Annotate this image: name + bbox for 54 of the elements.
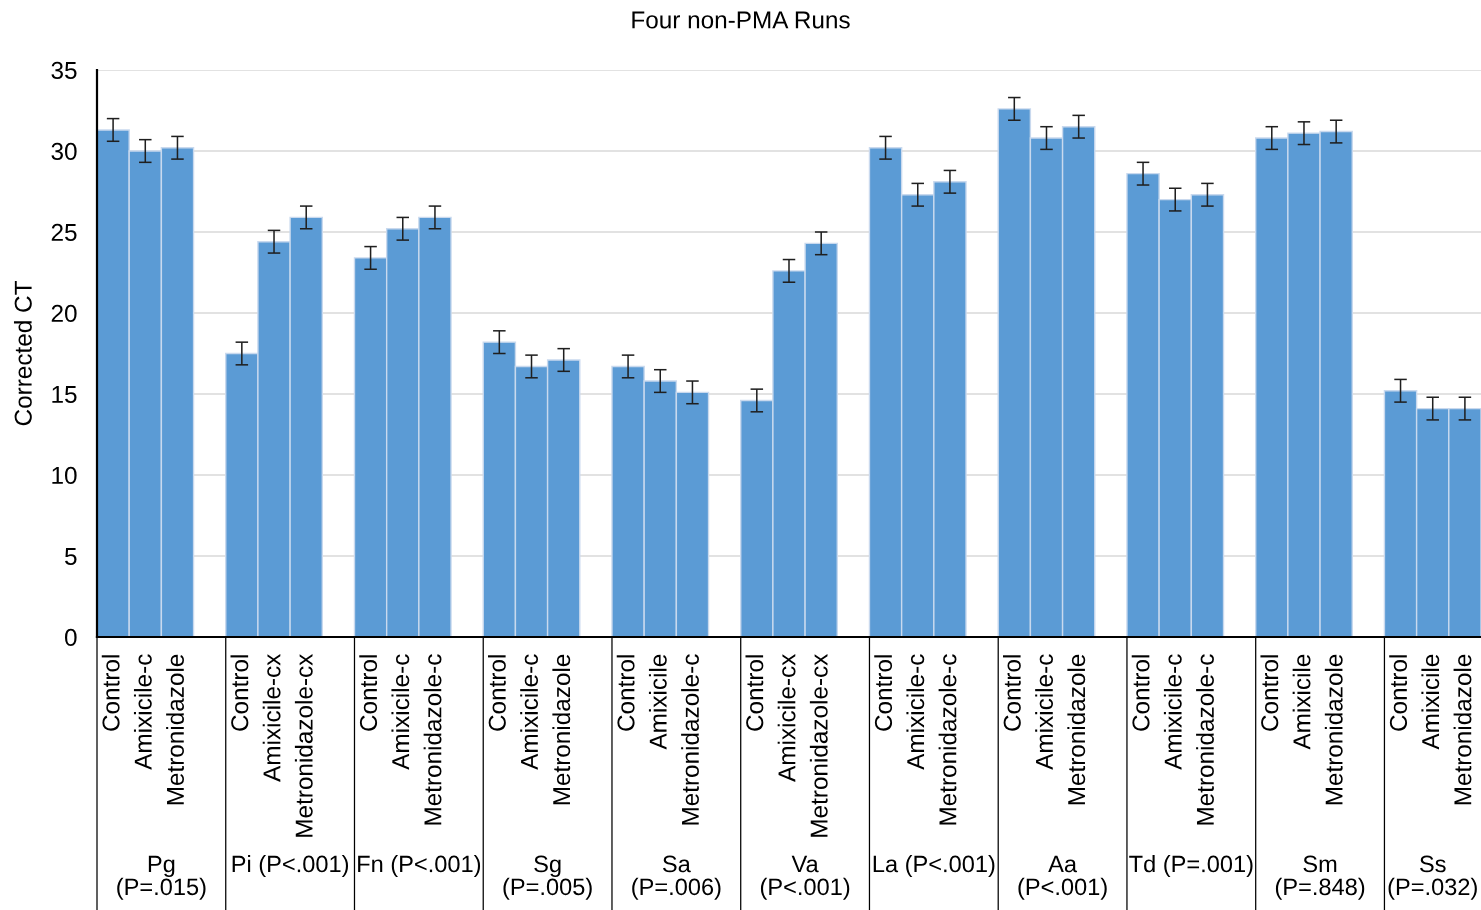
text: Sa (P=.006) [632, 855, 721, 900]
x-tick-label: Amixicile [1292, 654, 1311, 750]
x-tick-label: Metronidazole-cx [294, 653, 313, 837]
x-tick-label: Amixicile-c [1163, 654, 1182, 770]
x-tick-label: Amixicile-c [1035, 654, 1054, 770]
y-tick-label: 35 [51, 61, 77, 80]
x-tick-label: Control [1389, 655, 1408, 731]
text: Pg (P=.015) [117, 855, 206, 900]
y-tick-label: 5 [65, 548, 77, 566]
y-tick-label: 25 [51, 223, 77, 242]
y-tick-label: 0 [64, 628, 77, 647]
x-tick-label: Metronidazole-cx [809, 653, 828, 837]
x-tick-label: Control [359, 655, 378, 731]
y-tick-label: 20 [51, 304, 77, 323]
y-tick-label: 10 [52, 466, 77, 485]
x-tick-label: Metronidazole-c [681, 654, 699, 825]
x-tick-label: Metronidazole [552, 654, 571, 805]
chart-title: Four non-PMA Runs [632, 11, 850, 29]
text: Td (P=.001) [1129, 855, 1253, 877]
x-tick-label: Amixicile-cx [262, 653, 281, 782]
x-tick-label: Metronidazole [166, 654, 184, 805]
x-tick-label: Control [874, 655, 893, 731]
x-tick-label: Amixicile-c [906, 654, 925, 770]
x-tick-label: Control [101, 655, 120, 731]
text: Va (P<.001) [760, 855, 850, 900]
x-tick-label: Amixicile-c [520, 654, 539, 770]
x-tick-label: Metronidazole-c [1196, 654, 1214, 825]
x-tick-label: Control [1002, 655, 1021, 731]
text: Fn (P<.001) [358, 855, 481, 877]
y-axis-title: Corrected CT [13, 281, 32, 426]
x-tick-label: Control [1260, 655, 1279, 731]
x-tick-label: Amixicile-cx [777, 653, 796, 782]
x-tick-label: Control [1131, 655, 1150, 731]
text: Aa (P<.001) [1018, 855, 1107, 900]
x-tick-label: Amixicile [648, 654, 667, 750]
text: Sg (P=.005) [503, 855, 592, 900]
y-tick-label: 15 [52, 386, 77, 404]
text: Pi (P<.001) [232, 855, 349, 877]
x-tick-label: Metronidazole-c [938, 654, 957, 825]
x-tick-label: Metronidazole [1324, 654, 1343, 805]
text: Ss (P=.032) [1388, 855, 1477, 900]
x-tick-label: Control [616, 655, 635, 731]
y-tick-label: 30 [51, 142, 77, 161]
x-tick-label: Control [488, 655, 506, 731]
x-tick-label: Control [745, 655, 764, 731]
text: La (P<.001) [873, 855, 995, 877]
x-tick-label: Amixicile-c [133, 654, 152, 770]
x-tick-label: Amixicile [1421, 654, 1440, 750]
x-tick-label: Metronidazole [1453, 654, 1472, 805]
text: Sm (P=.848) [1275, 855, 1365, 900]
x-tick-label: Metronidazole [1067, 654, 1086, 805]
x-tick-label: Amixicile-c [391, 654, 410, 770]
x-tick-label: Control [230, 655, 249, 731]
x-tick-label: Metronidazole-c [423, 654, 442, 825]
